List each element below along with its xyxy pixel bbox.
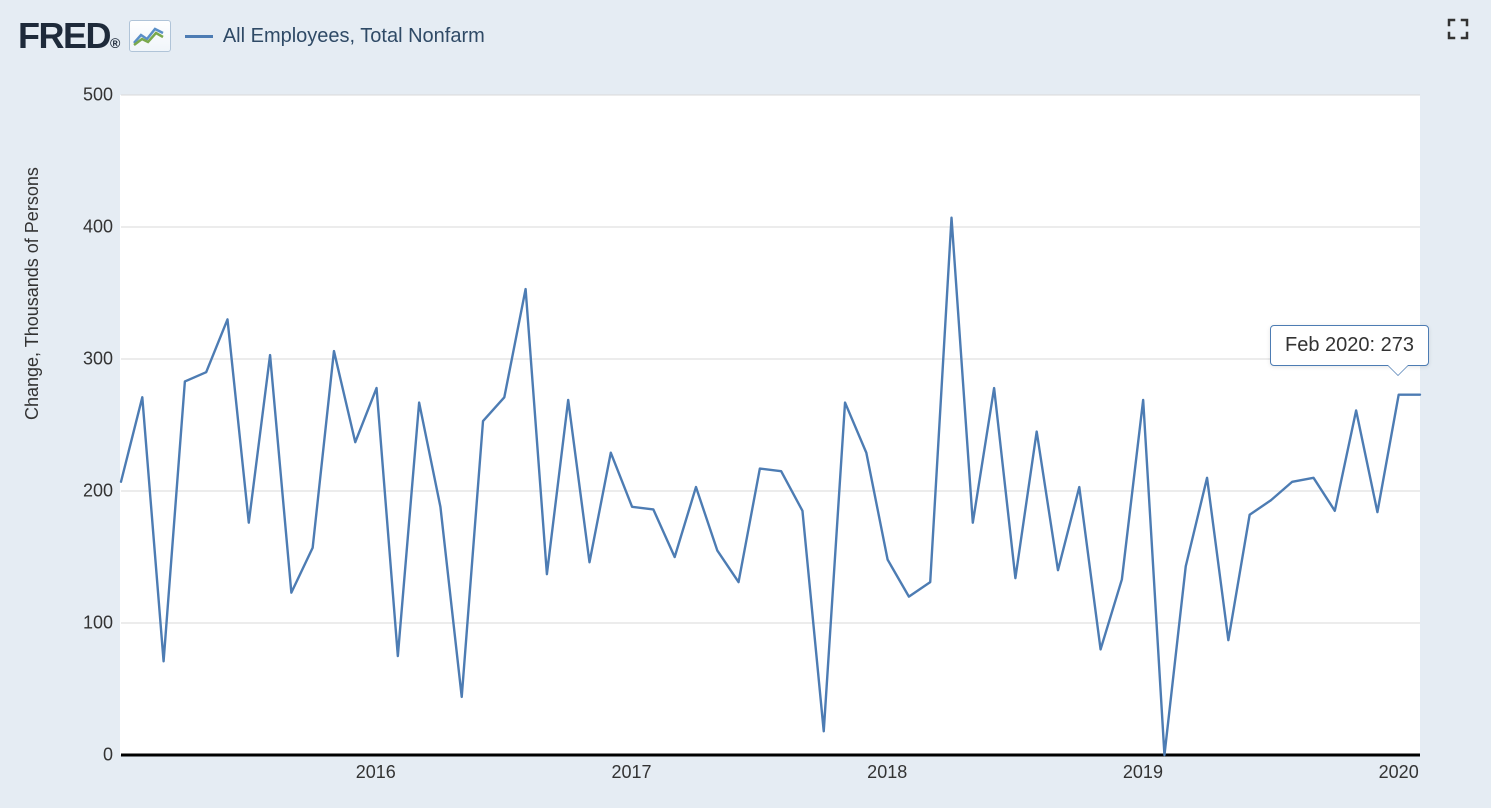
x-tick-label: 2016 — [356, 762, 396, 783]
chart-mini-icon — [129, 20, 171, 52]
line-chart-svg — [121, 95, 1420, 755]
y-tick-label: 100 — [53, 613, 113, 634]
legend-swatch — [185, 35, 213, 38]
plot-area — [120, 95, 1420, 755]
fullscreen-icon[interactable] — [1447, 18, 1469, 40]
x-tick-label: 2017 — [611, 762, 651, 783]
tooltip-value: 273 — [1381, 334, 1414, 356]
x-tick-label: 2019 — [1123, 762, 1163, 783]
y-axis-label: Change, Thousands of Persons — [22, 167, 43, 420]
legend: All Employees, Total Nonfarm — [185, 25, 485, 48]
x-tick-label: 2018 — [867, 762, 907, 783]
legend-label: All Employees, Total Nonfarm — [223, 25, 485, 48]
y-tick-label: 200 — [53, 481, 113, 502]
y-tick-label: 0 — [53, 745, 113, 766]
tooltip-label: Feb 2020: — [1285, 334, 1375, 356]
y-tick-label: 500 — [53, 85, 113, 106]
tooltip: Feb 2020: 273 — [1270, 325, 1429, 366]
brand-logo-text: FRED® — [18, 15, 123, 57]
y-tick-label: 400 — [53, 217, 113, 238]
y-tick-label: 300 — [53, 349, 113, 370]
x-tick-label: 2020 — [1379, 762, 1419, 783]
